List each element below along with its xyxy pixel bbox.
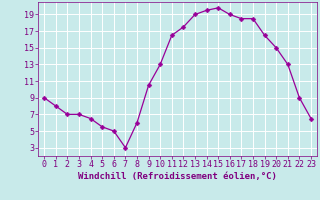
X-axis label: Windchill (Refroidissement éolien,°C): Windchill (Refroidissement éolien,°C) (78, 172, 277, 181)
